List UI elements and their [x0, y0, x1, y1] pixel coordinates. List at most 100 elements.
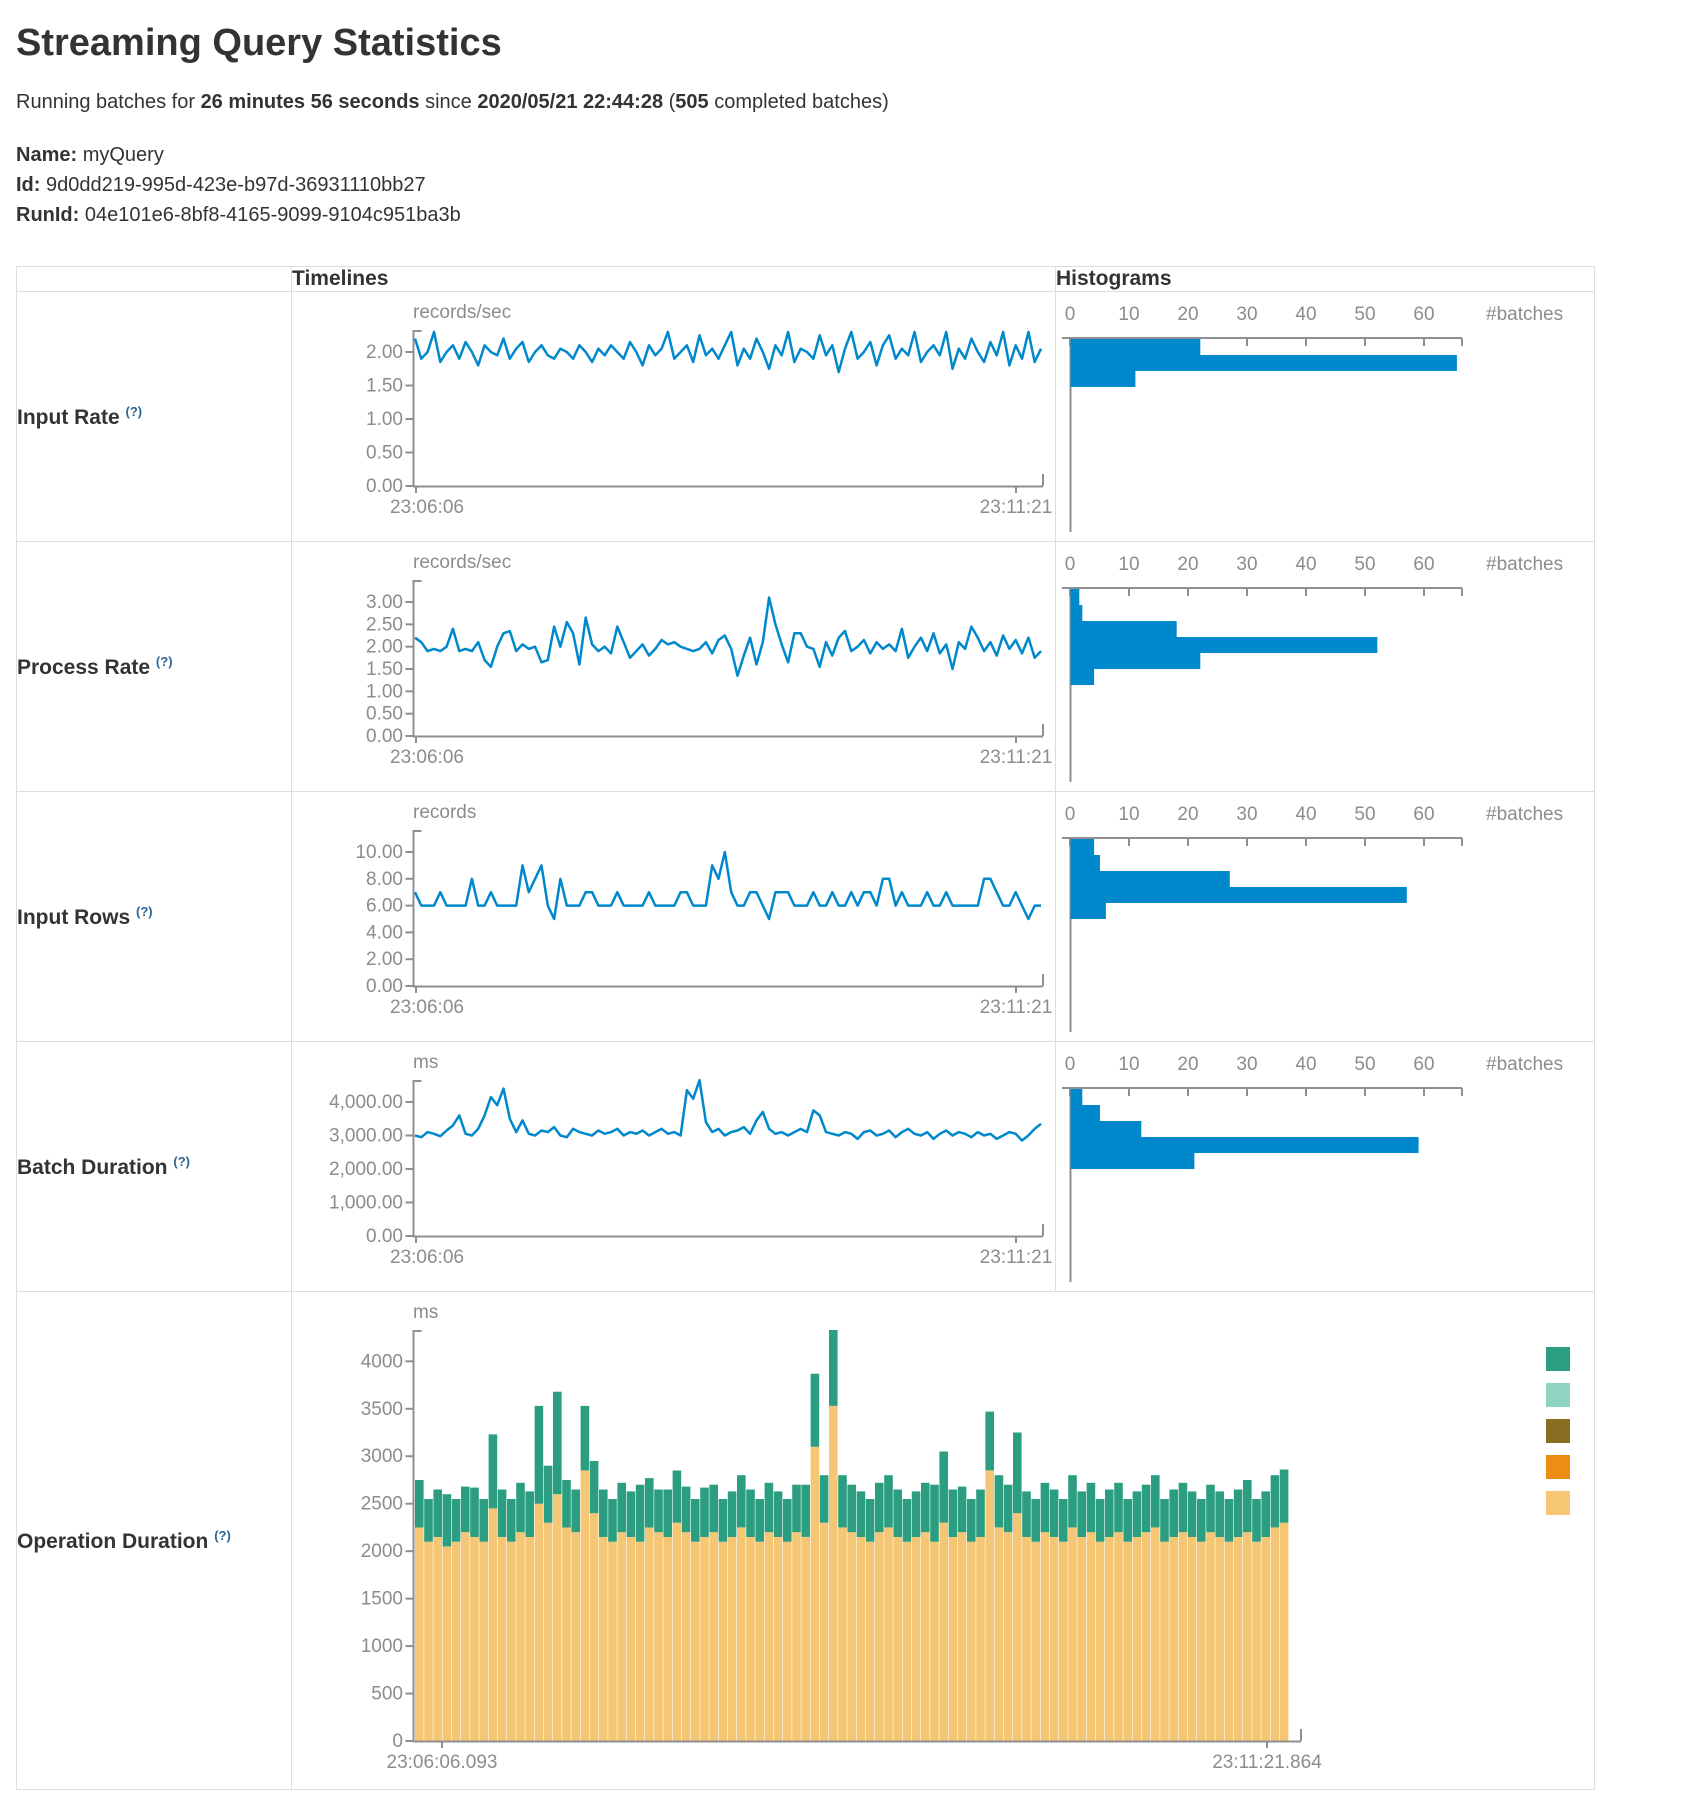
svg-text:20: 20: [1177, 554, 1198, 575]
running-duration: 26 minutes 56 seconds: [200, 91, 420, 113]
svg-text:50: 50: [1354, 1054, 1375, 1075]
metric-label: Input Rate: [17, 405, 120, 429]
svg-text:10: 10: [1118, 304, 1139, 325]
batch-duration-timeline-cell: ms 4,000.00 3,000.00 2,000.00 1,000.00 0.00 23…: [291, 1041, 1056, 1292]
svg-text:3.00: 3.00: [366, 592, 403, 613]
svg-text:23:06:06: 23:06:06: [390, 1247, 464, 1268]
svg-text:20: 20: [1177, 1054, 1198, 1075]
paren-open: (: [663, 91, 676, 113]
svg-text:10: 10: [1118, 804, 1139, 825]
svg-text:4.00: 4.00: [366, 922, 403, 943]
svg-text:50: 50: [1354, 304, 1375, 325]
name-label: Name:: [16, 144, 78, 166]
process-rate-timeline-cell: records/sec 3.00 2.50 2.00 1.50 1.00 0.50 0.00 2…: [291, 541, 1056, 792]
svg-text:50: 50: [1354, 554, 1375, 575]
metric-label: Batch Duration: [17, 1155, 168, 1179]
query-runid-line: RunId: 04e101e6-8bf8-4165-9099-9104c951b…: [16, 200, 1693, 230]
svg-text:2500: 2500: [361, 1494, 403, 1515]
svg-text:0.00: 0.00: [366, 976, 403, 997]
svg-text:30: 30: [1236, 554, 1257, 575]
input-rate-timeline-cell: records/sec 2.00 1.50 1.00 0.50 0.00 23:06:06 2…: [291, 291, 1056, 542]
statistics-table: Timelines Histograms Input Rate (?) reco…: [16, 266, 1595, 1790]
svg-text:10.00: 10.00: [355, 842, 403, 863]
svg-text:ms: ms: [413, 1302, 438, 1323]
svg-text:0.00: 0.00: [366, 476, 403, 497]
svg-text:records/sec: records/sec: [413, 552, 511, 573]
input-rows-histogram-cell: 0 10 20 30 40 50 60 #batches: [1055, 791, 1595, 1042]
svg-text:23:06:06: 23:06:06: [390, 997, 464, 1018]
batch-duration-histogram-chart: 0 10 20 30 40 50 60 #batches: [1056, 1042, 1594, 1291]
svg-text:4,000.00: 4,000.00: [329, 1092, 403, 1113]
svg-text:60: 60: [1413, 804, 1434, 825]
svg-text:0: 0: [1065, 1054, 1076, 1075]
svg-text:3,000.00: 3,000.00: [329, 1126, 403, 1147]
svg-text:ms: ms: [413, 1052, 438, 1073]
input-rate-label-cell: Input Rate (?): [16, 291, 292, 542]
input-rows-label-cell: Input Rows (?): [16, 791, 292, 1042]
svg-text:#batches: #batches: [1486, 1054, 1563, 1075]
query-name-line: Name: myQuery: [16, 140, 1693, 170]
help-icon[interactable]: (?): [214, 1527, 231, 1543]
svg-text:4000: 4000: [361, 1351, 403, 1372]
help-icon[interactable]: (?): [173, 1153, 190, 1169]
svg-text:10: 10: [1118, 1054, 1139, 1075]
metric-label: Process Rate: [17, 655, 151, 679]
page-title: Streaming Query Statistics: [16, 22, 502, 64]
svg-text:6.00: 6.00: [366, 896, 403, 917]
svg-text:23:11:21: 23:11:21: [980, 497, 1053, 518]
svg-text:#batches: #batches: [1486, 804, 1563, 825]
svg-text:1.50: 1.50: [366, 659, 403, 680]
svg-text:2.50: 2.50: [366, 614, 403, 635]
help-icon[interactable]: (?): [136, 903, 153, 919]
query-metadata: Name: myQuery Id: 9d0dd219-995d-423e-b97…: [16, 140, 1693, 230]
running-summary: Running batches for 26 minutes 56 second…: [16, 91, 1693, 114]
svg-text:records: records: [413, 802, 476, 823]
svg-text:60: 60: [1413, 554, 1434, 575]
svg-text:0: 0: [1065, 554, 1076, 575]
operation-duration-chart: ms 4000 3500 3000 2500 2000 1500 1000 500 0 23:06:…: [292, 1292, 1594, 1789]
help-icon[interactable]: (?): [125, 403, 143, 419]
svg-text:records/sec: records/sec: [413, 302, 511, 323]
svg-text:40: 40: [1295, 554, 1316, 575]
batch-duration-histogram-cell: 0 10 20 30 40 50 60 #batches: [1055, 1041, 1595, 1292]
svg-text:#batches: #batches: [1486, 304, 1563, 325]
svg-text:500: 500: [371, 1684, 403, 1705]
svg-text:23:11:21: 23:11:21: [980, 997, 1053, 1018]
histograms-header: Histograms: [1055, 266, 1595, 292]
svg-text:40: 40: [1295, 304, 1316, 325]
svg-text:1.00: 1.00: [366, 681, 403, 702]
operation-duration-row: Operation Duration (?) ms 4000 3500 3000 250…: [16, 1291, 1595, 1790]
svg-text:30: 30: [1236, 804, 1257, 825]
svg-text:0: 0: [1065, 304, 1076, 325]
batch-duration-timeline-chart: ms 4,000.00 3,000.00 2,000.00 1,000.00 0.00 23…: [292, 1042, 1055, 1291]
svg-text:2.00: 2.00: [366, 637, 403, 658]
svg-text:0.00: 0.00: [366, 1226, 403, 1247]
input-rate-histogram-chart: 0 10 20 30 40 50 60 #batches: [1056, 292, 1594, 541]
svg-text:2000: 2000: [361, 1541, 403, 1562]
batch-duration-row: Batch Duration (?) ms 4,000.00 3,000.00 2,0…: [16, 1041, 1595, 1292]
svg-text:1.00: 1.00: [366, 409, 403, 430]
help-icon[interactable]: (?): [155, 653, 173, 669]
timelines-header: Timelines: [291, 266, 1056, 292]
svg-text:2.00: 2.00: [366, 949, 403, 970]
process-rate-timeline-chart: records/sec 3.00 2.50 2.00 1.50 1.00 0.50 0.00 2…: [292, 542, 1055, 791]
svg-text:0.50: 0.50: [366, 704, 403, 725]
input-rate-histogram-cell: 0 10 20 30 40 50 60 #batches: [1055, 291, 1595, 542]
completed-batches-count: 505: [675, 91, 709, 113]
svg-text:0.50: 0.50: [366, 443, 403, 464]
svg-text:23:06:06.093: 23:06:06.093: [387, 1752, 498, 1773]
svg-text:50: 50: [1354, 804, 1375, 825]
svg-text:23:11:21.864: 23:11:21.864: [1212, 1752, 1322, 1773]
svg-text:60: 60: [1413, 1054, 1434, 1075]
id-label: Id:: [16, 174, 41, 196]
process-rate-row: Process Rate (?) records/sec 3.00 2.50 2.00…: [16, 541, 1595, 792]
svg-text:3000: 3000: [361, 1446, 403, 1467]
process-rate-histogram-chart: 0 10 20 30 40 50 60 #batches: [1056, 542, 1594, 791]
svg-text:60: 60: [1413, 304, 1434, 325]
start-time: 2020/05/21 22:44:28: [477, 91, 664, 113]
input-rate-timeline-chart: records/sec 2.00 1.50 1.00 0.50 0.00 23:06:06 2…: [292, 292, 1055, 541]
svg-text:23:11:21: 23:11:21: [980, 747, 1053, 768]
svg-text:1500: 1500: [361, 1589, 403, 1610]
process-rate-histogram-cell: 0 10 20 30 40 50 60 #batches: [1055, 541, 1595, 792]
process-rate-label-cell: Process Rate (?): [16, 541, 292, 792]
